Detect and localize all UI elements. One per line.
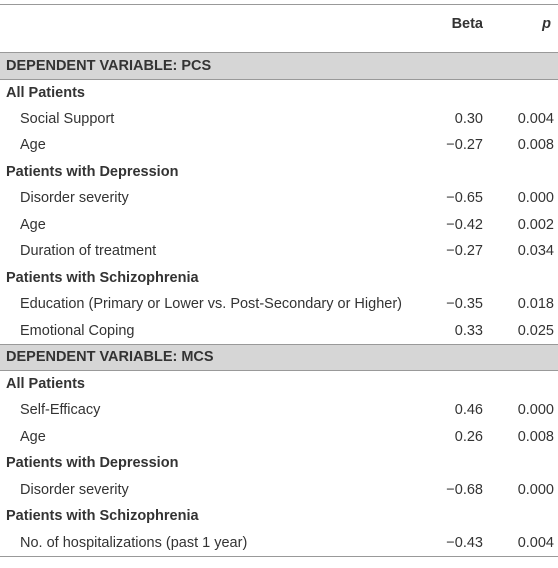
group-title: All Patients: [6, 84, 85, 101]
data-row: Self-Efficacy 0.46 0.000: [0, 397, 558, 424]
data-row: Age 0.26 0.008: [0, 424, 558, 451]
beta-value: −0.35: [446, 296, 483, 313]
header-p: p: [542, 16, 551, 32]
beta-value: −0.68: [446, 481, 483, 498]
table-body: DEPENDENT VARIABLE: PCS All Patients Socia…: [0, 52, 558, 556]
beta-value: 0.33: [454, 322, 483, 339]
group-row: Patients with Schizophrenia: [0, 265, 558, 292]
results-table: Beta p DEPENDENT VARIABLE: PCS All Patien…: [0, 4, 558, 557]
row-label: Education (Primary or Lower vs. Post-Sec…: [20, 296, 402, 313]
section-row: DEPENDENT VARIABLE: PCS: [0, 52, 558, 79]
header-row: Beta p: [0, 4, 558, 53]
header-beta: Beta: [451, 16, 483, 32]
group-title: Patients with Schizophrenia: [6, 508, 199, 525]
p-value: 0.008: [517, 428, 554, 445]
p-value: 0.000: [517, 190, 554, 207]
group-title: All Patients: [6, 376, 85, 392]
group-row: All Patients: [0, 371, 558, 398]
section-row: DEPENDENT VARIABLE: MCS: [0, 344, 558, 371]
group-row: Patients with Depression: [0, 159, 558, 186]
p-value: 0.018: [517, 296, 554, 313]
beta-value: −0.42: [446, 216, 483, 233]
beta-value: −0.27: [446, 137, 483, 154]
p-value: 0.004: [517, 534, 554, 551]
beta-value: −0.65: [446, 190, 483, 207]
row-label: Emotional Coping: [20, 322, 135, 339]
row-label: Age: [20, 428, 46, 445]
group-title: Patients with Depression: [6, 163, 179, 180]
table-header: Beta p: [0, 4, 558, 53]
section-title: DEPENDENT VARIABLE: MCS: [6, 349, 214, 366]
header-empty: [0, 5, 420, 53]
group-title: Patients with Depression: [6, 455, 179, 472]
beta-value: −0.43: [446, 534, 483, 551]
p-value: 0.025: [517, 322, 554, 339]
row-label: Disorder severity: [20, 190, 129, 207]
beta-value: 0.46: [454, 402, 483, 419]
row-label: Age: [20, 137, 46, 154]
data-row: Duration of treatment −0.27 0.034: [0, 238, 558, 265]
p-value: 0.002: [517, 216, 554, 233]
p-value: 0.000: [517, 402, 554, 419]
beta-value: 0.26: [454, 428, 483, 445]
group-row: Patients with Depression: [0, 450, 558, 477]
p-value: 0.000: [517, 481, 554, 498]
group-row: All Patients: [0, 79, 558, 106]
data-row: Education (Primary or Lower vs. Post-Sec…: [0, 291, 558, 318]
row-label: No. of hospitalizations (past 1 year): [20, 534, 248, 551]
data-row: Age −0.27 0.008: [0, 132, 558, 159]
row-label: Self-Efficacy: [20, 402, 101, 419]
data-row: Disorder severity −0.68 0.000: [0, 477, 558, 504]
data-row: Age −0.42 0.002: [0, 212, 558, 239]
p-value: 0.004: [517, 110, 554, 127]
row-label: Duration of treatment: [20, 243, 157, 260]
p-value: 0.008: [517, 137, 554, 154]
group-title: Patients with Schizophrenia: [6, 269, 199, 286]
data-row: No. of hospitalizations (past 1 year) −0.…: [0, 530, 558, 556]
row-label: Age: [20, 216, 46, 233]
group-row: Patients with Schizophrenia: [0, 503, 558, 530]
data-row: Social Support 0.30 0.004: [0, 106, 558, 133]
p-value: 0.034: [517, 243, 554, 260]
beta-value: 0.30: [454, 110, 483, 127]
row-label: Social Support: [20, 110, 115, 127]
beta-value: −0.27: [446, 243, 483, 260]
row-label: Disorder severity: [20, 481, 129, 498]
data-row: Emotional Coping 0.33 0.025: [0, 318, 558, 345]
data-row: Disorder severity −0.65 0.000: [0, 185, 558, 212]
section-title: DEPENDENT VARIABLE: PCS: [6, 57, 212, 74]
